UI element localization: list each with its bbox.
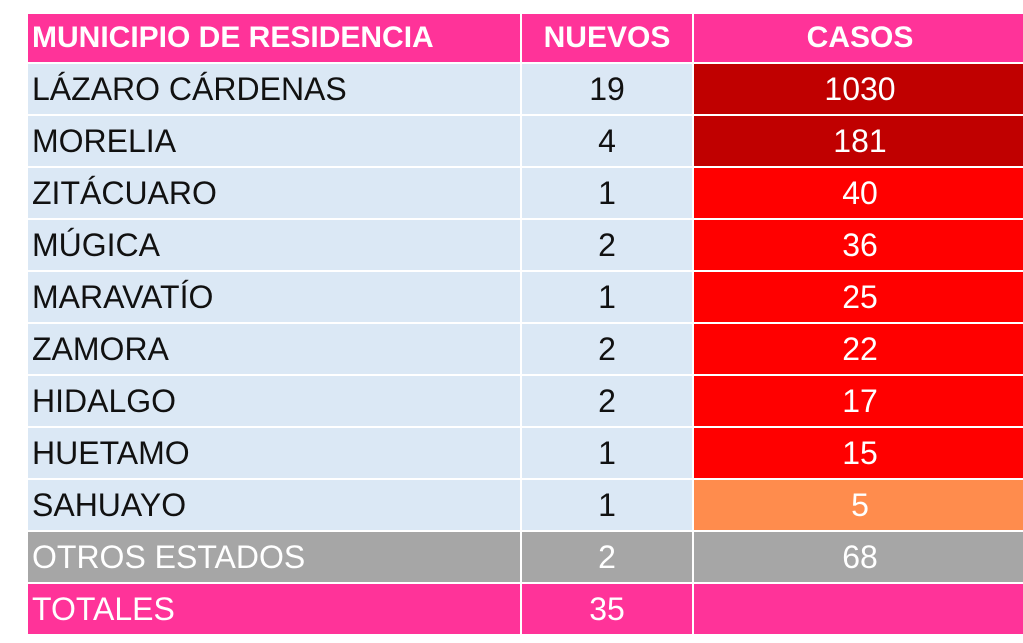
municipio-cell: MÚGICA bbox=[26, 218, 522, 272]
nuevos-cell: 19 bbox=[520, 62, 694, 116]
casos-cell: 15 bbox=[692, 426, 1023, 480]
municipio-cell: HIDALGO bbox=[26, 374, 522, 428]
casos-cell: 5 bbox=[692, 478, 1023, 532]
nuevos-cell: 1 bbox=[520, 478, 694, 532]
table-row: MORELIA 4 181 bbox=[26, 114, 1023, 168]
municipio-cell: TOTALES bbox=[26, 582, 522, 636]
casos-cell: 1030 bbox=[692, 62, 1023, 116]
casos-cell: 68 bbox=[692, 530, 1023, 584]
nuevos-cell: 4 bbox=[520, 114, 694, 168]
table-row: ZITÁCUARO 1 40 bbox=[26, 166, 1023, 220]
table-row: HIDALGO 2 17 bbox=[26, 374, 1023, 428]
municipio-cell: HUETAMO bbox=[26, 426, 522, 480]
table-row: SAHUAYO 1 5 bbox=[26, 478, 1023, 532]
municipio-cell: ZITÁCUARO bbox=[26, 166, 522, 220]
nuevos-cell: 2 bbox=[520, 322, 694, 376]
casos-cell: 181 bbox=[692, 114, 1023, 168]
header-casos: CASOS bbox=[692, 12, 1023, 64]
nuevos-cell: 2 bbox=[520, 218, 694, 272]
casos-cell: 25 bbox=[692, 270, 1023, 324]
header-nuevos: NUEVOS bbox=[520, 12, 694, 64]
municipio-cell: OTROS ESTADOS bbox=[26, 530, 522, 584]
cases-table: MUNICIPIO DE RESIDENCIA NUEVOS CASOS LÁZ… bbox=[26, 12, 1023, 636]
nuevos-cell: 1 bbox=[520, 166, 694, 220]
nuevos-cell: 2 bbox=[520, 530, 694, 584]
nuevos-cell: 35 bbox=[520, 582, 694, 636]
casos-cell: 22 bbox=[692, 322, 1023, 376]
table-row: MÚGICA 2 36 bbox=[26, 218, 1023, 272]
table-row: HUETAMO 1 15 bbox=[26, 426, 1023, 480]
header-row: MUNICIPIO DE RESIDENCIA NUEVOS CASOS bbox=[26, 12, 1023, 64]
table-row: MARAVATÍO 1 25 bbox=[26, 270, 1023, 324]
table-row: ZAMORA 2 22 bbox=[26, 322, 1023, 376]
nuevos-cell: 1 bbox=[520, 270, 694, 324]
casos-cell: 17 bbox=[692, 374, 1023, 428]
municipio-cell: ZAMORA bbox=[26, 322, 522, 376]
table-row: LÁZARO CÁRDENAS 19 1030 bbox=[26, 62, 1023, 116]
municipio-cell: LÁZARO CÁRDENAS bbox=[26, 62, 522, 116]
municipio-cell: SAHUAYO bbox=[26, 478, 522, 532]
casos-cell bbox=[692, 582, 1023, 636]
casos-cell: 40 bbox=[692, 166, 1023, 220]
municipio-cell: MORELIA bbox=[26, 114, 522, 168]
header-municipio: MUNICIPIO DE RESIDENCIA bbox=[26, 12, 522, 64]
table-row: TOTALES 35 bbox=[26, 582, 1023, 636]
municipio-cell: MARAVATÍO bbox=[26, 270, 522, 324]
nuevos-cell: 1 bbox=[520, 426, 694, 480]
nuevos-cell: 2 bbox=[520, 374, 694, 428]
casos-cell: 36 bbox=[692, 218, 1023, 272]
table-row: OTROS ESTADOS 2 68 bbox=[26, 530, 1023, 584]
